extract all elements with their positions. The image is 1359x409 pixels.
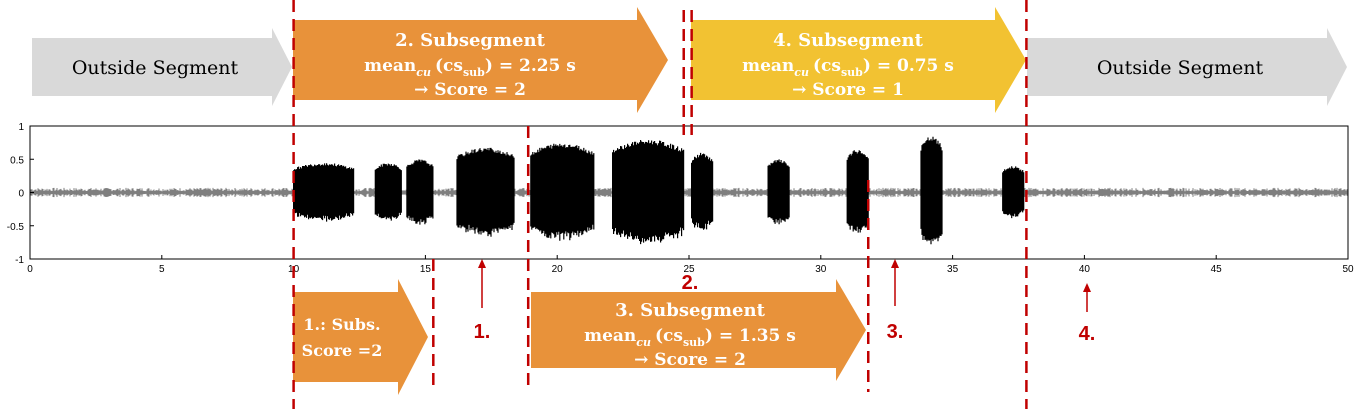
marker-3: 3. xyxy=(887,259,904,343)
mean-value: ) = 0.75 s xyxy=(863,56,954,76)
mean-subscript: cu xyxy=(794,66,809,79)
marker-1-arrow-head xyxy=(478,259,486,268)
marker-2: 2. xyxy=(682,272,699,294)
y-tick-label: -1 xyxy=(15,255,24,266)
arrow-shape xyxy=(293,279,428,395)
subsegment-4-title: 4. Subsegment xyxy=(773,30,923,51)
bottom-arrow-subsegment-3: 3. Subsegment meancu (cssub) = 1.35 s → S… xyxy=(531,279,866,381)
subsegment-1-line1: 1.: Subs. xyxy=(303,315,380,334)
arrow-shape xyxy=(293,7,668,113)
waveform-plot: 10.50-0.5-1 05101520253035404550 xyxy=(7,122,1354,275)
subsegment-4-score: → Score = 1 xyxy=(792,80,904,100)
subsegment-4-mean: meancu (cssub) = 0.75 s xyxy=(742,56,954,79)
bottom-arrow-subsegment-1: 1.: Subs. Score =2 xyxy=(293,279,428,395)
burst-6 xyxy=(612,140,685,245)
outside-segment-label-right: Outside Segment xyxy=(1097,57,1264,79)
cs-subscript: sub xyxy=(683,336,705,349)
x-tick-label: 5 xyxy=(159,264,165,275)
mean-subscript: cu xyxy=(636,336,651,349)
subsegment-3-mean: meancu (cssub) = 1.35 s xyxy=(584,326,796,349)
burst-10 xyxy=(920,136,943,245)
cs-subscript: sub xyxy=(841,66,863,79)
subsegment-1-line2: Score =2 xyxy=(302,341,383,360)
subsegment-2-title: 2. Subsegment xyxy=(395,30,545,51)
mean-word: mean xyxy=(364,56,416,76)
outside-segment-label-left: Outside Segment xyxy=(72,57,239,79)
marker-1-label: 1. xyxy=(474,321,491,343)
top-arrow-outside-left: Outside Segment xyxy=(32,28,292,106)
mean-value: ) = 2.25 s xyxy=(485,56,576,76)
arrow-shape xyxy=(691,7,1026,113)
marker-4-arrow-head xyxy=(1083,283,1091,292)
burst-7 xyxy=(691,152,714,230)
subsegment-3-title: 3. Subsegment xyxy=(615,300,765,321)
burst-4 xyxy=(456,147,515,237)
burst-1 xyxy=(293,163,355,222)
arrow-shape xyxy=(1027,28,1347,106)
speech-bursts xyxy=(293,136,1025,245)
x-tick-label: 45 xyxy=(1211,264,1223,275)
mean-value: ) = 1.35 s xyxy=(705,326,796,346)
cs-subscript: sub xyxy=(463,66,485,79)
x-axis-ticks: 05101520253035404550 xyxy=(27,255,1354,275)
x-tick-label: 30 xyxy=(815,264,827,275)
mean-subscript: cu xyxy=(416,66,431,79)
segment-dividers xyxy=(292,0,1028,409)
x-tick-label: 0 xyxy=(27,264,33,275)
marker-3-arrow-head xyxy=(891,259,899,268)
x-tick-label: 35 xyxy=(947,264,959,275)
subsegment-3-score: → Score = 2 xyxy=(634,350,746,370)
top-arrow-outside-right: Outside Segment xyxy=(1027,28,1347,106)
x-tick-label: 20 xyxy=(552,264,564,275)
x-tick-label: 50 xyxy=(1342,264,1354,275)
top-arrow-subsegment-4: 4. Subsegment meancu (cssub) = 0.75 s → S… xyxy=(691,7,1026,113)
x-tick-label: 25 xyxy=(683,264,695,275)
marker-2-label: 2. xyxy=(682,272,699,294)
burst-3 xyxy=(406,159,434,225)
cs-word: (cs xyxy=(813,56,841,76)
arrow-shape xyxy=(531,279,866,381)
y-tick-label: -0.5 xyxy=(7,222,25,233)
mean-word: mean xyxy=(742,56,794,76)
marker-1: 1. xyxy=(474,259,491,343)
y-tick-label: 0.5 xyxy=(10,155,24,166)
top-arrow-subsegment-2: 2. Subsegment meancu (cssub) = 2.25 s → S… xyxy=(293,7,668,113)
y-axis-ticks: 1 0.5 0 -0.5 -1 xyxy=(7,122,34,266)
x-tick-label: 40 xyxy=(1079,264,1091,275)
burst-2 xyxy=(374,163,402,221)
cs-word: (cs xyxy=(655,326,683,346)
marker-3-label: 3. xyxy=(887,321,904,343)
marker-4: 4. xyxy=(1079,283,1096,345)
y-tick-label: 1 xyxy=(18,122,24,133)
mean-word: mean xyxy=(584,326,636,346)
burst-5 xyxy=(530,143,595,241)
marker-4-label: 4. xyxy=(1079,323,1096,345)
x-tick-label: 15 xyxy=(420,264,432,275)
burst-8 xyxy=(767,159,790,225)
subsegment-2-score: → Score = 2 xyxy=(414,80,526,100)
y-tick-label: 0 xyxy=(18,189,24,200)
subsegment-2-mean: meancu (cssub) = 2.25 s xyxy=(364,56,576,79)
burst-11 xyxy=(1002,166,1025,219)
cs-word: (cs xyxy=(435,56,463,76)
burst-9 xyxy=(846,150,869,233)
arrow-shape xyxy=(32,28,292,106)
